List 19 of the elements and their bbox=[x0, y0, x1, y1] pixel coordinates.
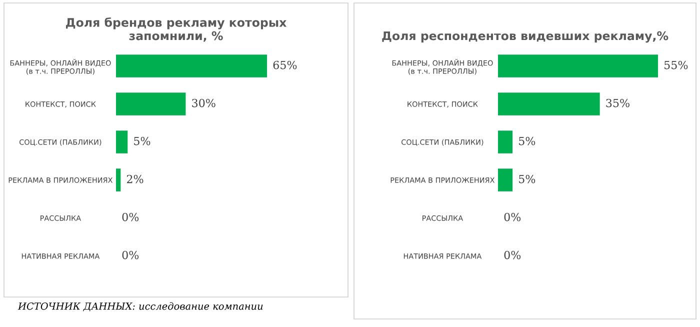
data-label: 65% bbox=[273, 60, 297, 70]
chart-title: Доля брендов рекламу которых запомнили, % bbox=[66, 17, 287, 42]
bar bbox=[116, 130, 128, 154]
data-label: 5% bbox=[519, 136, 536, 146]
data-label: 30% bbox=[192, 98, 216, 108]
data-label: 55% bbox=[664, 60, 688, 70]
data-label: 0% bbox=[122, 212, 139, 222]
bar bbox=[116, 54, 268, 78]
data-label: 0% bbox=[504, 250, 521, 260]
bar bbox=[116, 168, 121, 192]
data-label: 0% bbox=[122, 250, 139, 260]
chart-title: Доля респондентов видевших рекламу,% bbox=[382, 31, 668, 43]
text: ИСТОЧНИК ДАННЫХ: исследование компании bbox=[18, 302, 263, 312]
data-label: 5% bbox=[519, 174, 536, 184]
data-label: 2% bbox=[126, 174, 144, 184]
bar bbox=[116, 92, 186, 116]
data-label: 5% bbox=[134, 136, 150, 146]
data-label: 35% bbox=[606, 98, 630, 108]
data-label: 0% bbox=[504, 212, 521, 222]
